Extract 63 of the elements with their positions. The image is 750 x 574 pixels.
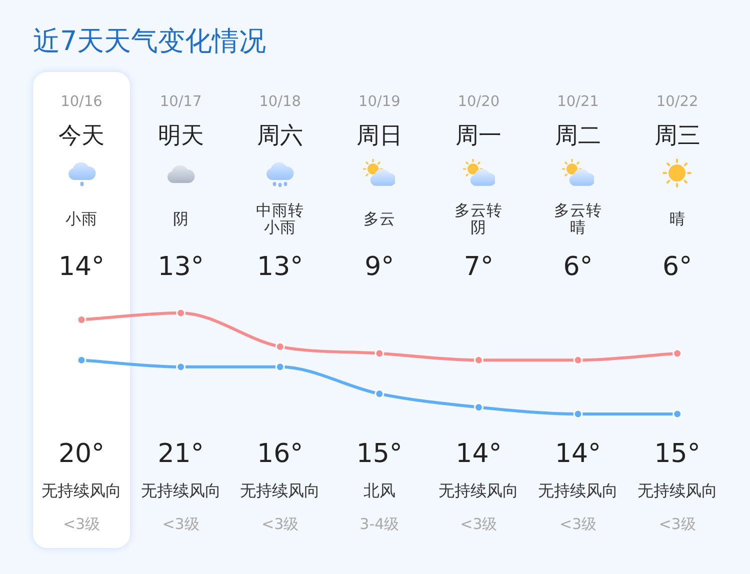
text: 晴 [669, 210, 686, 228]
data-label: 6° [563, 252, 593, 282]
data-label: 7° [464, 252, 494, 282]
text: <3级 [559, 514, 597, 533]
text: 无持续风向 [140, 481, 221, 500]
data-label: 14° [456, 438, 502, 469]
text: <3级 [162, 514, 200, 533]
point [76, 355, 86, 365]
data-label: 16° [257, 438, 304, 469]
text: 北风 [363, 481, 396, 500]
text: 小雨 [66, 210, 98, 228]
point [672, 409, 682, 419]
text: <3级 [262, 514, 299, 533]
point [275, 362, 285, 372]
text: 周二 [555, 122, 601, 149]
text: <3级 [658, 514, 696, 533]
data-label: 15° [356, 438, 402, 469]
point [573, 355, 583, 365]
text: 多云转阴 [454, 201, 503, 237]
point [474, 402, 484, 412]
data-label: 13° [257, 252, 304, 282]
x-tick-label: 10/22 [656, 94, 698, 110]
point [374, 348, 384, 358]
data-label: 14° [58, 252, 105, 282]
text: 周六 [257, 122, 304, 149]
data-label: 21° [158, 438, 204, 469]
x-tick-label: 10/19 [358, 94, 400, 110]
point [176, 308, 186, 318]
x-tick-label: 10/17 [160, 94, 202, 110]
data-label: 15° [654, 438, 700, 469]
text: 无持续风向 [240, 481, 320, 500]
text: 多云转晴 [554, 201, 602, 237]
text: 周三 [654, 122, 700, 149]
text: 周一 [456, 122, 502, 149]
data-label: 20° [58, 438, 105, 469]
point [275, 342, 285, 352]
point [374, 389, 384, 399]
chart-title: 近7天天气变化情况 [33, 25, 266, 59]
text: 无持续风向 [438, 481, 519, 500]
point [176, 362, 186, 372]
text: 3-4级 [360, 514, 400, 533]
x-tick-label: 10/16 [60, 94, 102, 110]
point [474, 355, 484, 365]
text: 无持续风向 [42, 481, 122, 500]
x-tick-label: 10/18 [259, 94, 301, 110]
data-label: 14° [554, 438, 602, 469]
point [672, 348, 682, 358]
text: 明天 [158, 122, 204, 149]
data-label: 6° [662, 252, 692, 282]
text: 阴 [172, 210, 189, 228]
text: 中雨转小雨 [256, 201, 304, 237]
point [573, 409, 583, 419]
text: 周日 [356, 122, 402, 149]
text: <3级 [460, 514, 498, 533]
x-tick-label: 10/20 [458, 94, 500, 110]
text: 无持续风向 [637, 481, 718, 500]
text: 无持续风向 [538, 481, 618, 500]
text: 今天 [58, 122, 104, 149]
data-label: 9° [364, 252, 394, 282]
data-label: 13° [158, 252, 204, 282]
x-tick-label: 10/21 [557, 94, 599, 110]
text: 多云 [363, 210, 396, 228]
text: <3级 [62, 514, 100, 533]
